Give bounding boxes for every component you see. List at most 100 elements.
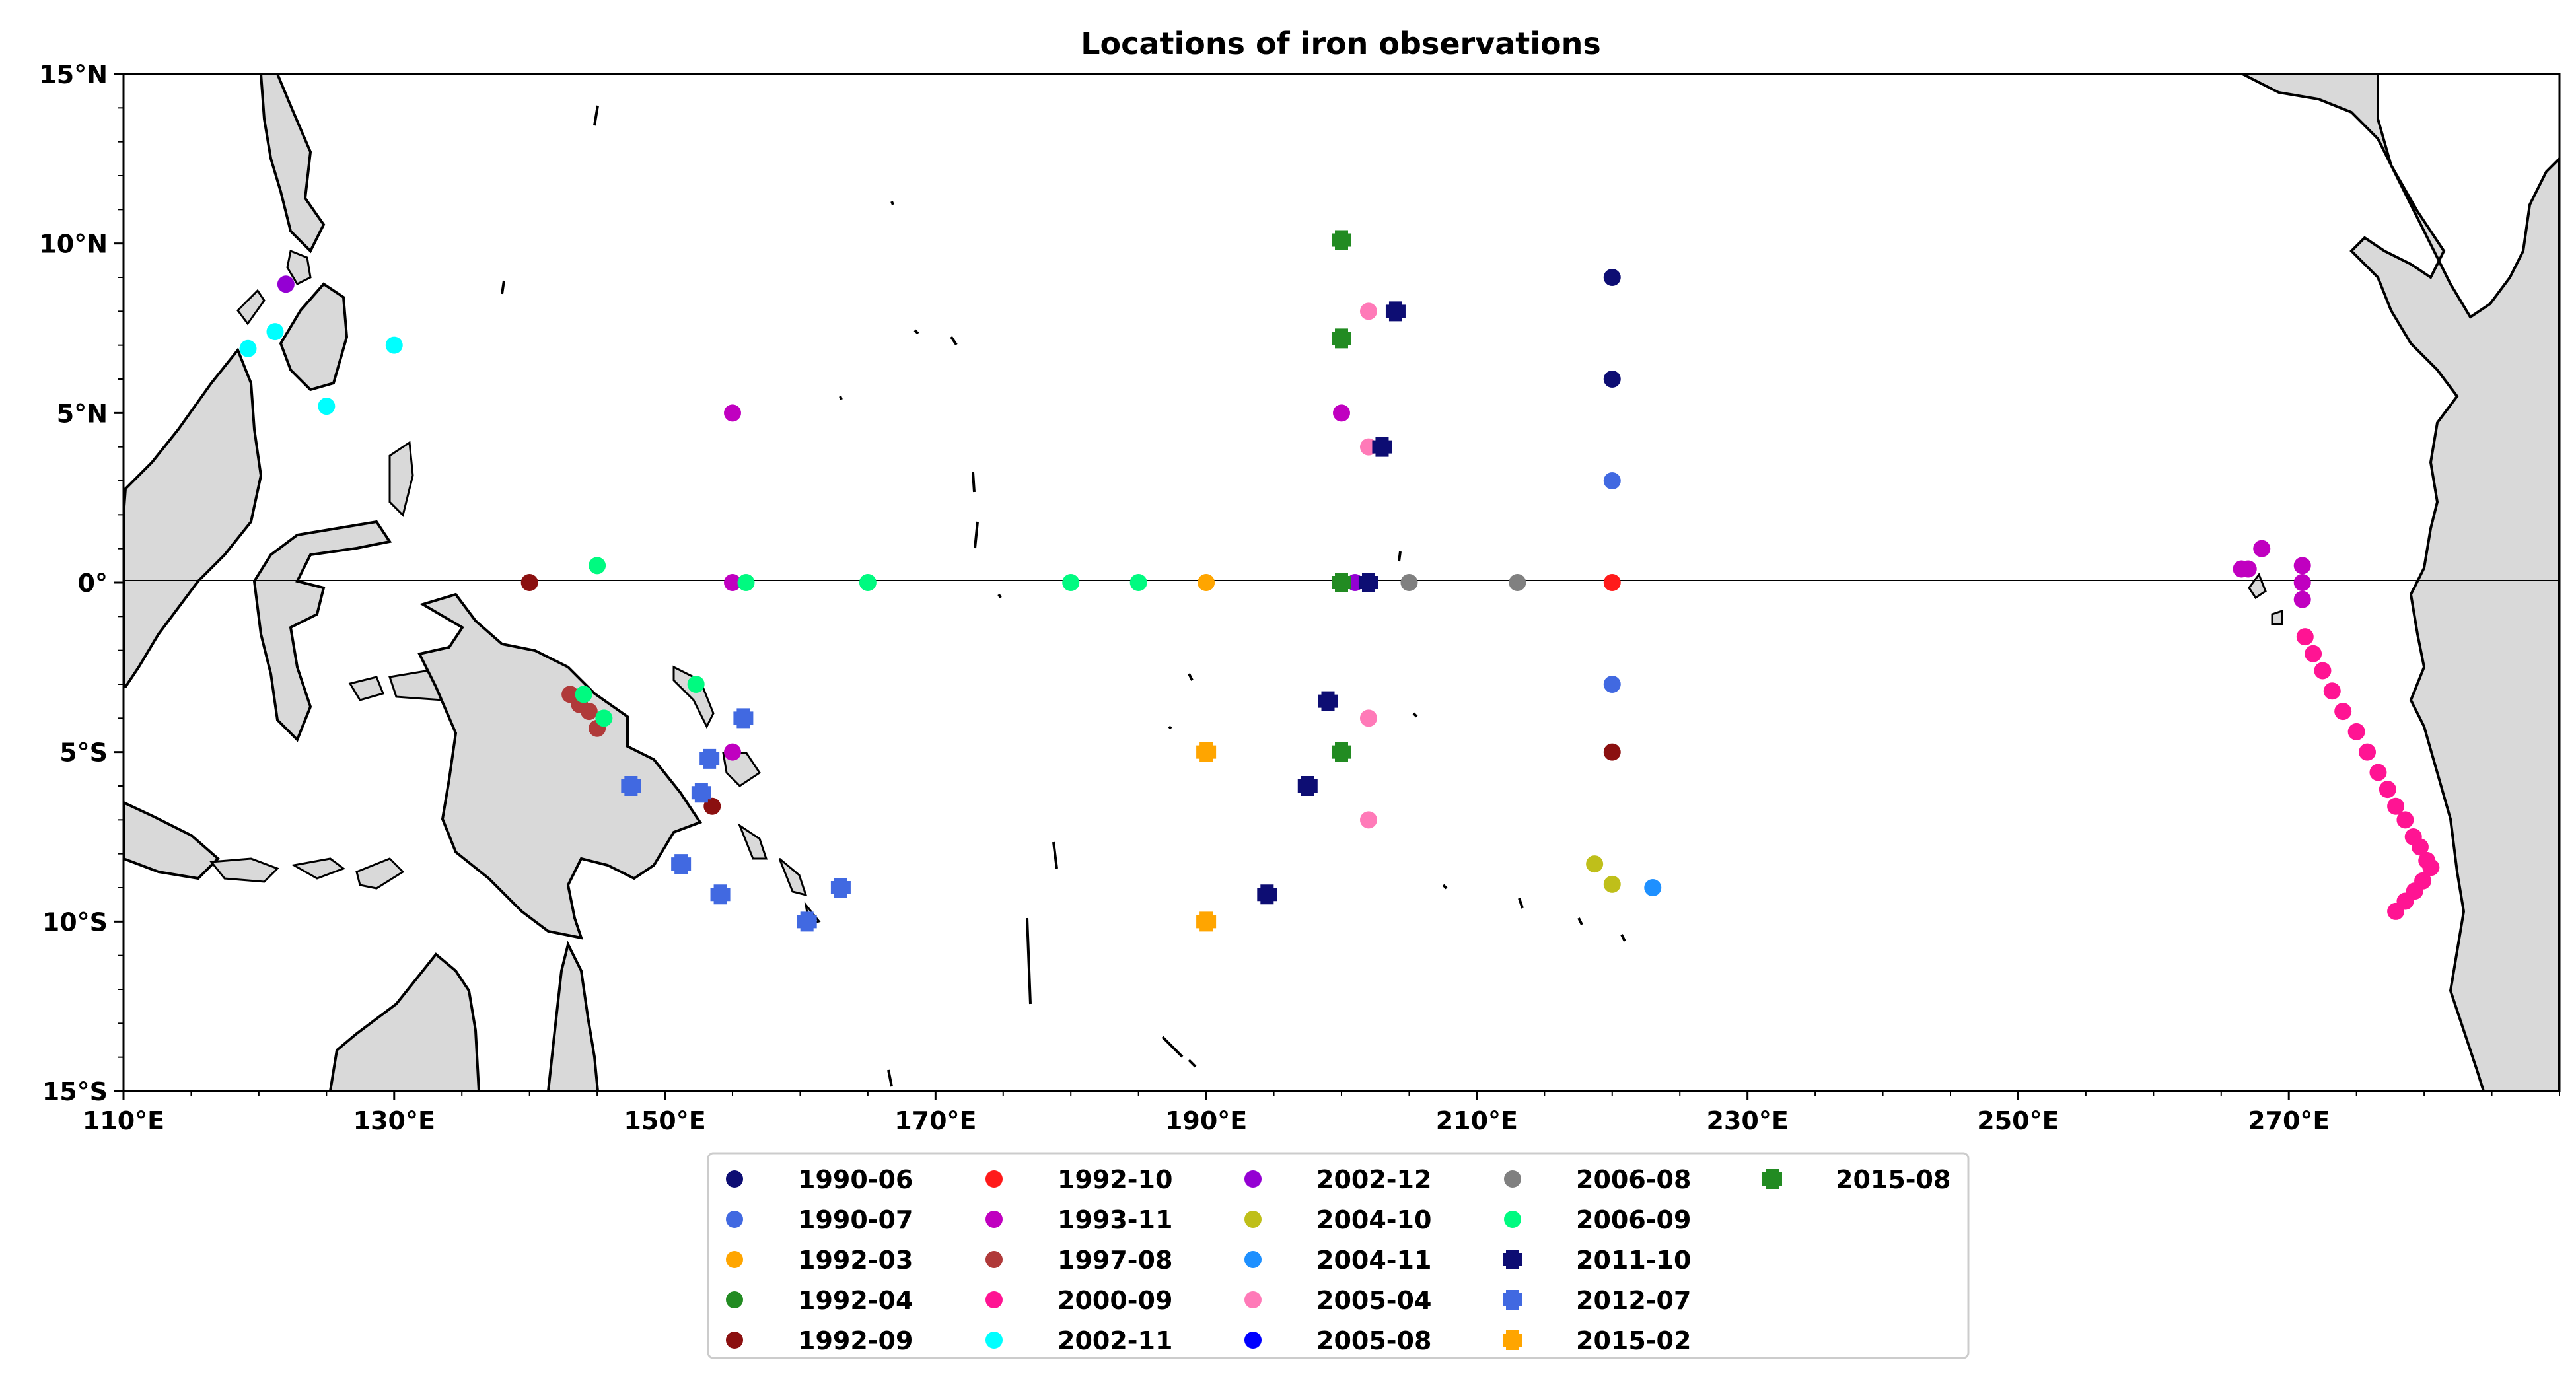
borneo-island	[124, 347, 263, 688]
observation-point	[1257, 884, 1277, 905]
legend-label: 2005-08	[1316, 1326, 1431, 1355]
observation-point	[1372, 437, 1392, 457]
observation-point	[2422, 859, 2440, 876]
observation-point	[1603, 269, 1621, 286]
new-guinea-island	[417, 592, 703, 940]
observation-point	[724, 574, 741, 591]
legend-marker	[1244, 1251, 1262, 1268]
pacific-atolls	[501, 105, 1626, 1087]
x-tick-label: 150°E	[624, 1106, 705, 1135]
observation-markers	[239, 230, 2440, 932]
observation-point	[1509, 574, 1526, 591]
legend-label: 1992-04	[798, 1286, 913, 1315]
x-tick-label: 230°E	[1707, 1106, 1789, 1135]
legend-marker	[1244, 1211, 1262, 1228]
observation-point	[2293, 574, 2311, 591]
legend-box	[707, 1152, 1970, 1359]
observation-point	[239, 339, 257, 357]
legend-marker	[985, 1170, 1003, 1188]
legend-marker	[985, 1332, 1003, 1349]
philippines-small-islands	[236, 249, 312, 326]
legend-label: 2006-09	[1576, 1205, 1691, 1234]
sumatra-java-coast	[124, 800, 220, 880]
observation-point	[733, 708, 754, 729]
observation-point	[2347, 723, 2365, 740]
observation-point	[266, 323, 284, 341]
observation-point	[595, 709, 613, 727]
observation-point	[1603, 743, 1621, 761]
legend-label: 2002-12	[1316, 1165, 1431, 1194]
legend-label: 2004-10	[1316, 1205, 1431, 1234]
observation-point	[1196, 911, 1217, 932]
observation-point	[2334, 703, 2352, 721]
observation-point	[724, 743, 741, 761]
observation-point	[1297, 776, 1318, 796]
observation-point	[797, 911, 817, 932]
legend-label: 2005-04	[1316, 1286, 1431, 1315]
observation-point	[687, 676, 705, 693]
x-tick-label: 270°E	[2248, 1106, 2330, 1135]
legend-marker	[1503, 1250, 1522, 1269]
observation-point	[580, 703, 598, 721]
legend-marker	[1504, 1170, 1521, 1188]
y-tick-label: 5°S	[59, 738, 108, 767]
observation-point	[2296, 628, 2314, 646]
observation-point	[699, 748, 720, 769]
observation-point	[1196, 742, 1217, 762]
observation-point	[2314, 662, 2332, 680]
observation-point	[1603, 472, 1621, 489]
observation-point	[520, 574, 538, 591]
land-layer	[124, 74, 2559, 1091]
legend-marker	[726, 1291, 743, 1308]
legend-marker	[1503, 1290, 1522, 1310]
observation-point	[1332, 742, 1351, 762]
y-tick-label: 15°S	[42, 1077, 108, 1106]
observation-point	[1332, 230, 1351, 250]
observation-point	[2387, 797, 2405, 815]
americas-coast	[2242, 74, 2559, 1091]
observation-point	[2411, 838, 2429, 856]
observation-point	[1644, 879, 1662, 896]
observation-point	[385, 336, 403, 354]
observation-point	[1586, 855, 1604, 873]
legend-label: 2002-11	[1057, 1326, 1172, 1355]
x-axis: 110°E 130°E 150°E 170°E 190°E 210°E 230°E 250°E…	[83, 1091, 2560, 1135]
chart-title: Locations of iron observations	[1081, 26, 1600, 61]
legend-marker	[726, 1332, 743, 1349]
observation-point	[1385, 301, 1406, 322]
legend-label: 1992-09	[798, 1326, 913, 1355]
legend-marker	[726, 1251, 743, 1268]
observation-point	[1603, 574, 1621, 591]
observation-point	[318, 398, 336, 415]
y-tick-label: 0°	[78, 569, 108, 598]
legend-label: 1997-08	[1057, 1246, 1172, 1275]
observation-point	[1359, 709, 1377, 727]
sulawesi-island	[252, 520, 392, 742]
legend-marker	[1244, 1291, 1262, 1308]
observation-point	[1358, 573, 1378, 592]
observation-point	[1318, 691, 1338, 711]
legend-marker	[1762, 1169, 1782, 1189]
legend-marker	[1244, 1332, 1262, 1349]
legend-marker	[985, 1291, 1003, 1308]
observation-point	[589, 557, 606, 575]
observation-point	[1198, 574, 1215, 591]
legend-label: 1992-03	[798, 1246, 913, 1275]
observation-point	[1062, 574, 1080, 591]
mindanao-island	[279, 282, 349, 392]
observation-point	[671, 854, 692, 874]
legend-label: 1990-07	[798, 1205, 913, 1234]
legend-label: 2004-11	[1316, 1246, 1431, 1275]
observation-point	[2369, 764, 2387, 781]
legend-marker	[726, 1211, 743, 1228]
observation-point	[2379, 781, 2396, 799]
legend-marker	[1244, 1170, 1262, 1188]
legend-marker	[1503, 1330, 1522, 1350]
x-tick-label: 210°E	[1436, 1106, 1518, 1135]
y-tick-label: 5°N	[57, 399, 108, 428]
legend-marker	[985, 1211, 1003, 1228]
observation-point	[1129, 574, 1147, 591]
observation-point	[1359, 302, 1377, 320]
observation-point	[724, 404, 741, 422]
